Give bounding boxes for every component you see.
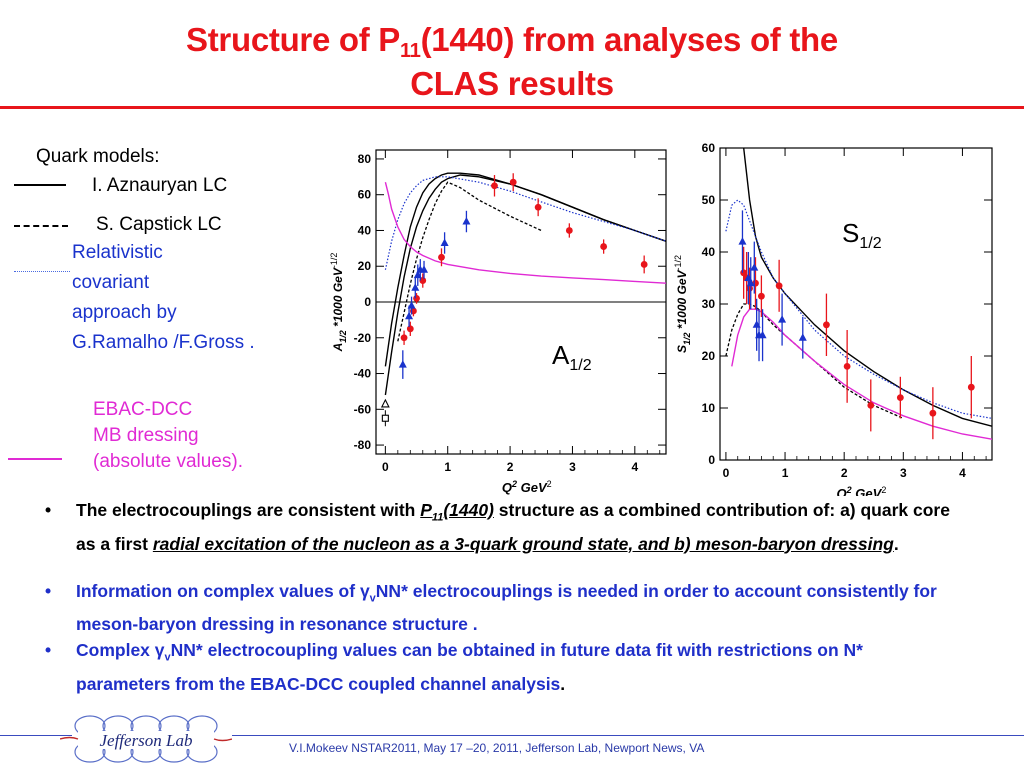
title-divider	[0, 106, 1024, 109]
panel-label: S1/2	[842, 218, 882, 252]
y-tick-label: 50	[702, 193, 716, 207]
y-tick-label: -80	[354, 438, 372, 452]
red-data-point	[438, 253, 445, 261]
y-tick-label: 20	[358, 259, 372, 273]
bullet-item: • Complex γvNN* electrocoupling values ca…	[45, 640, 863, 694]
y-tick-label: 80	[358, 152, 372, 166]
blue-data-point	[398, 360, 407, 368]
red-data-point	[929, 409, 937, 417]
legend-item-capstick: S. Capstick LC	[96, 214, 222, 235]
legend-dash-line	[14, 225, 68, 227]
y-tick-label: 20	[702, 349, 716, 363]
x-tick-label: 1	[782, 466, 789, 480]
red-data-point	[509, 178, 517, 186]
x-tick-label: 1	[444, 460, 451, 474]
curve-ramalho-gross	[384, 176, 666, 270]
legend-header: Quark models:	[36, 146, 160, 167]
plot-a12: 0 1 2 3 4 -80 -60 -40 -20 0 20 40 60 80 Q2 GeV2 A1/2 *1…	[329, 149, 667, 495]
red-data-point	[896, 394, 904, 401]
x-tick-label: 3	[900, 466, 907, 480]
bullet-item: • Information on complex values of γvNN* …	[45, 580, 937, 635]
legend-solid-line	[14, 184, 66, 186]
y-tick-label: 60	[702, 141, 716, 155]
red-data-point	[565, 227, 573, 234]
svg-text:Jefferson Lab: Jefferson Lab	[99, 731, 192, 750]
open-triangle-point	[380, 398, 390, 408]
x-tick-label: 3	[569, 460, 576, 474]
red-data-point	[867, 402, 875, 409]
y-tick-label: 40	[702, 245, 716, 259]
red-data-point	[843, 363, 851, 370]
y-tick-label: -20	[354, 331, 372, 345]
curve-ebac-dcc	[731, 308, 992, 440]
red-data-point	[400, 334, 408, 342]
red-data-point	[967, 383, 975, 391]
curve-ramalho-gross	[725, 199, 992, 419]
panel-label: A1/2	[552, 340, 592, 374]
y-tick-label: 0	[708, 453, 715, 467]
x-tick-label: 2	[841, 466, 848, 480]
footer-text: V.I.Mokeev NSTAR2011, May 17 –20, 2011, …	[289, 741, 705, 755]
x-tick-label: 4	[959, 466, 966, 480]
blue-data-point	[758, 330, 767, 339]
red-data-point	[413, 295, 420, 302]
y-axis-label: A1/2 *1000 GeV-1/2	[329, 253, 348, 353]
blue-data-point	[746, 278, 755, 287]
footer-rule-left	[0, 735, 72, 736]
red-data-point	[775, 282, 783, 290]
y-tick-label: -40	[354, 367, 372, 381]
red-data-point	[640, 261, 648, 268]
red-data-point	[823, 321, 830, 329]
y-tick-label: 60	[358, 188, 372, 202]
blue-data-point	[738, 237, 747, 245]
x-tick-label: 4	[631, 460, 638, 474]
x-tick-label: 2	[507, 460, 514, 474]
jefferson-lab-logo: Jefferson Lab	[60, 715, 232, 763]
y-tick-label: 10	[702, 401, 716, 415]
legend-item-ramalho: Relativistic covariant approach by G.Ram…	[72, 242, 255, 353]
bullet-item: • The electrocouplings are consistent wit…	[45, 500, 950, 554]
footer-rule-right	[232, 735, 1024, 736]
red-data-point	[534, 203, 542, 211]
y-tick-label: 40	[358, 223, 372, 237]
y-tick-label: 30	[702, 297, 716, 311]
red-data-point	[419, 277, 427, 284]
x-axis-label: Q2 GeV2	[502, 479, 552, 495]
blue-data-point	[405, 311, 414, 320]
legend-dot-line	[14, 271, 70, 272]
red-data-point	[491, 182, 498, 190]
red-data-point	[406, 325, 414, 333]
open-square-point	[381, 414, 389, 422]
y-axis-label: S1/2 *1000 GeV-1/2	[674, 255, 692, 353]
blue-data-point	[420, 265, 429, 273]
curve-capstick	[397, 181, 542, 342]
blue-data-point	[798, 333, 807, 341]
curve-ebac-dcc	[384, 182, 666, 284]
legend-ebac-line	[8, 458, 62, 460]
x-axis-label: Q2 GeV2	[837, 485, 887, 496]
x-tick-label: 0	[723, 466, 730, 480]
blue-data-point	[462, 217, 471, 225]
blue-data-point	[440, 238, 449, 246]
x-tick-label: 0	[382, 460, 389, 474]
y-tick-label: 0	[364, 295, 371, 309]
blue-data-point	[750, 263, 759, 271]
red-data-point	[600, 243, 608, 250]
blue-data-point	[407, 301, 416, 309]
red-data-point	[757, 292, 765, 300]
y-tick-label: -60	[354, 402, 372, 416]
blue-data-point	[411, 283, 420, 291]
bullet-list: • The electrocouplings are consistent wit…	[42, 497, 962, 697]
legend-item-ebac: EBAC-DCC MB dressing (absolute values).	[93, 399, 243, 472]
legend-item-aznauryan: I. Aznauryan LC	[92, 175, 228, 196]
curve-aznauryan-b	[384, 174, 666, 396]
slide-title: Structure of P11(1440) from analyses of …	[186, 21, 838, 102]
blue-data-point	[778, 315, 787, 323]
